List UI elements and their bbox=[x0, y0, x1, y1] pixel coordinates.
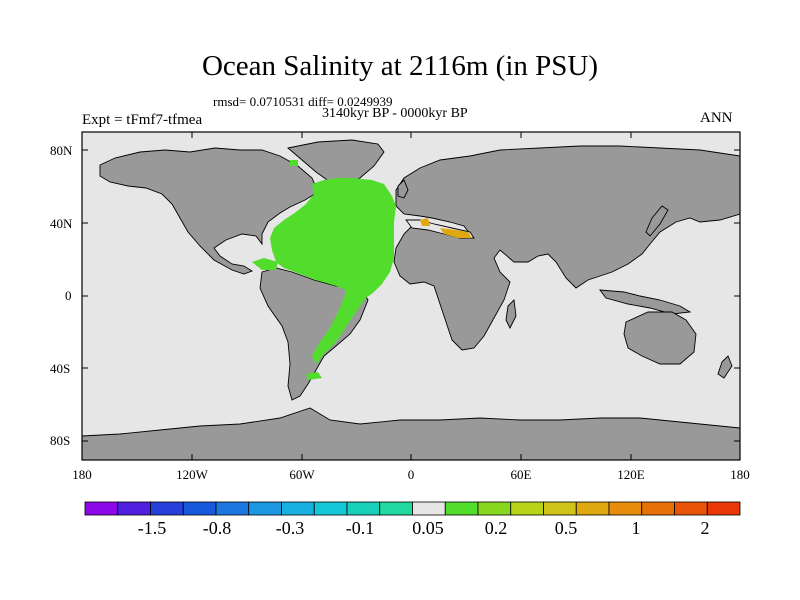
colorbar bbox=[84, 501, 741, 516]
colorbar-label: 1 bbox=[631, 518, 641, 538]
lon-tick-label: 180 bbox=[730, 467, 750, 482]
anomaly-med-east bbox=[440, 228, 472, 238]
colorbar-label: -0.3 bbox=[275, 518, 305, 538]
land-greenland bbox=[287, 139, 385, 187]
colorbar-swatch bbox=[608, 501, 643, 516]
period-label: 3140kyr BP - 0000kyr BP bbox=[322, 106, 468, 121]
colorbar-swatch bbox=[379, 501, 413, 516]
colorbar-swatch bbox=[117, 501, 151, 516]
anomaly-hudson bbox=[290, 160, 298, 166]
colorbar-swatch bbox=[543, 501, 577, 516]
colorbar-label: -0.1 bbox=[345, 518, 375, 538]
lat-tick-label: 40S bbox=[50, 361, 71, 376]
colorbar-swatch bbox=[182, 501, 217, 516]
colorbar-swatch bbox=[674, 501, 708, 516]
land-british-isles bbox=[397, 179, 409, 199]
colorbar-swatch bbox=[706, 501, 741, 516]
land-south-america bbox=[259, 267, 369, 401]
colorbar-label: -1.5 bbox=[137, 518, 167, 538]
colorbar-swatch bbox=[84, 501, 119, 516]
lat-tick-label: 40N bbox=[50, 216, 73, 231]
lon-tick-label: 120W bbox=[176, 467, 208, 482]
colorbar-swatch bbox=[477, 501, 512, 516]
lon-ticks bbox=[191, 132, 632, 460]
colorbar-label: 0.05 bbox=[412, 518, 444, 538]
land-masses bbox=[82, 139, 740, 460]
land-antarctica bbox=[82, 407, 740, 460]
colorbar-label: 2 bbox=[700, 518, 710, 538]
lon-tick-label: 180 bbox=[72, 467, 92, 482]
lat-tick-label: 80N bbox=[50, 143, 73, 158]
colorbar-swatch bbox=[150, 501, 184, 516]
land-japan bbox=[645, 205, 669, 237]
map-title: Ocean Salinity at 2116m (in PSU) bbox=[201, 50, 599, 82]
land-indonesia bbox=[599, 289, 692, 315]
colorbar-swatch bbox=[510, 501, 544, 516]
salinity-anomaly bbox=[252, 160, 396, 380]
stats-line: rmsd= 0.0710531 diff= 0.0249939 bbox=[213, 94, 393, 109]
anomaly-med-west bbox=[420, 218, 430, 226]
land-new-zealand bbox=[717, 355, 733, 379]
lon-tick-label: 0 bbox=[407, 467, 415, 482]
colorbar-swatch bbox=[412, 501, 446, 516]
land-north-america bbox=[99, 147, 319, 275]
lon-tick-label: 60W bbox=[289, 467, 315, 482]
mediterranean-anomaly bbox=[420, 218, 472, 238]
colorbar-swatch bbox=[248, 501, 282, 516]
lon-tick-label: 60E bbox=[510, 467, 532, 482]
colorbar-swatch bbox=[444, 501, 479, 516]
lon-tick-label: 120E bbox=[617, 467, 645, 482]
lat-ticks bbox=[82, 149, 740, 442]
colorbar-swatch bbox=[215, 501, 250, 516]
anomaly-north-atlantic bbox=[270, 178, 396, 364]
experiment-label: Expt = tFmf7-tfmea bbox=[82, 112, 203, 128]
lat-tick-label: 80S bbox=[50, 433, 71, 448]
land-australia bbox=[623, 311, 697, 365]
anomaly-south-atlantic bbox=[306, 372, 322, 380]
colorbar-swatch bbox=[641, 501, 675, 516]
colorbar-swatch bbox=[313, 501, 348, 516]
land-madagascar bbox=[505, 299, 517, 330]
colorbar-label: 0.2 bbox=[484, 518, 508, 538]
colorbar-label: 0.5 bbox=[554, 518, 578, 538]
lat-tick-label: 0 bbox=[65, 288, 72, 303]
land-eurasia-africa bbox=[393, 145, 740, 351]
colorbar-label: -0.8 bbox=[202, 518, 232, 538]
anomaly-caribbean bbox=[252, 258, 278, 270]
season-label: ANN bbox=[700, 110, 733, 126]
colorbar-swatch bbox=[346, 501, 381, 516]
colorbar-swatch bbox=[575, 501, 610, 516]
colorbar-swatch bbox=[281, 501, 315, 516]
